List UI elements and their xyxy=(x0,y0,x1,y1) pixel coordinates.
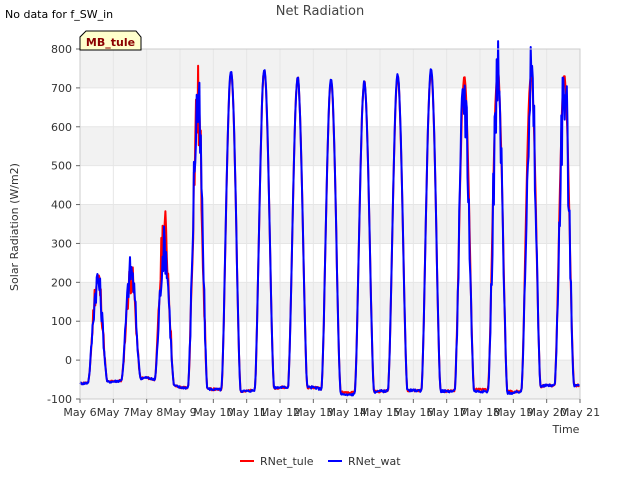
y-tick-label: 800 xyxy=(51,43,72,56)
background-band xyxy=(80,204,580,244)
x-tick-label: May 9 xyxy=(163,406,196,419)
y-axis-title: Solar Radiation (W/m2) xyxy=(8,163,21,291)
x-tick-label: May 15 xyxy=(360,406,400,419)
chart-title: Net Radiation xyxy=(276,4,364,19)
x-axis-title: Time xyxy=(552,423,580,436)
y-tick-label: 400 xyxy=(51,199,72,212)
background-band xyxy=(80,360,580,399)
y-tick-label: 100 xyxy=(51,315,72,328)
plot-frame xyxy=(79,48,581,400)
x-tick-label: May 18 xyxy=(460,406,500,419)
x-tick-label: May 8 xyxy=(130,406,163,419)
series-layer xyxy=(79,40,581,397)
x-tick-label: May 10 xyxy=(193,406,233,419)
background-band xyxy=(80,282,580,322)
legend-label-rnet-tule: RNet_tule xyxy=(260,455,314,468)
legend-label-rnet-wat: RNet_wat xyxy=(348,455,401,468)
no-data-note: No data for f_SW_in xyxy=(5,8,113,21)
y-tick-label: 300 xyxy=(51,237,72,250)
x-tick-label: May 17 xyxy=(427,406,467,419)
x-tick-label: May 21 xyxy=(560,406,600,419)
x-tick-label: May 6 xyxy=(63,406,96,419)
background-band xyxy=(80,321,580,361)
x-tick-label: May 14 xyxy=(327,406,367,419)
y-tick-label: 700 xyxy=(51,82,72,95)
legend: RNet_tule RNet_wat xyxy=(240,455,401,468)
background-band xyxy=(80,126,580,166)
x-tick-label: May 19 xyxy=(493,406,533,419)
background-band xyxy=(80,243,580,283)
background-band xyxy=(80,165,580,205)
site-label: MB_tule xyxy=(86,36,135,49)
y-tick-label: 600 xyxy=(51,121,72,134)
x-tick-label: May 20 xyxy=(527,406,567,419)
y-tick-label: 0 xyxy=(65,354,72,367)
y-axis-ticks: -100 0 100 200 300 400 500 600 700 800 xyxy=(47,43,80,406)
site-label-box: MB_tule xyxy=(79,30,142,51)
x-tick-label: May 7 xyxy=(97,406,130,419)
y-tick-label: -100 xyxy=(47,393,72,406)
plot-background-bands xyxy=(80,49,580,399)
x-tick-label: May 11 xyxy=(227,406,267,419)
y-tick-label: 200 xyxy=(51,276,72,289)
series-line-rnet-wat xyxy=(79,40,581,397)
x-tick-label: May 16 xyxy=(393,406,433,419)
y-tick-label: 500 xyxy=(51,160,72,173)
x-tick-label: May 13 xyxy=(293,406,333,419)
x-tick-label: May 12 xyxy=(260,406,300,419)
